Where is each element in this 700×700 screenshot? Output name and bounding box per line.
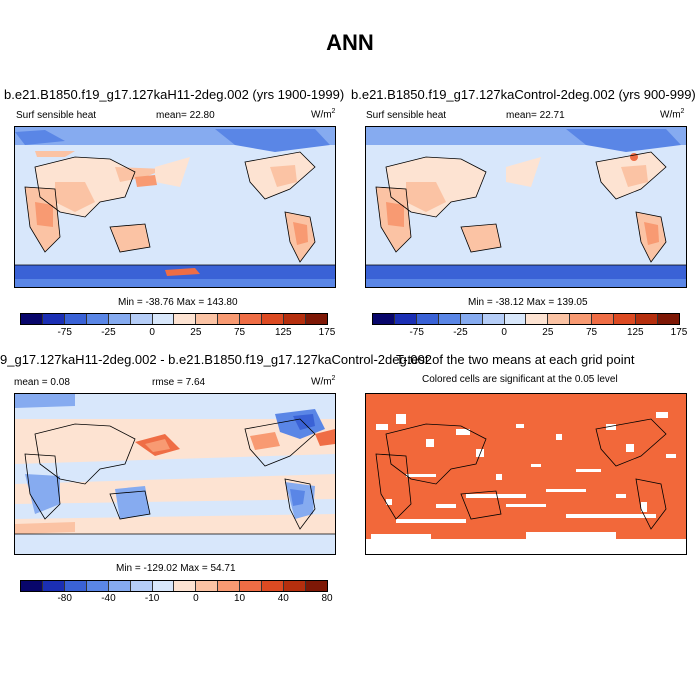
colorbar-segment: [152, 581, 175, 591]
colorbar-tick-label: 175: [318, 327, 336, 338]
colorbar-segment: [305, 581, 327, 591]
colorbar-tick-label: 25: [542, 327, 554, 338]
panel2-variable-label: Surf sensible heat: [366, 110, 447, 121]
colorbar-segment: [108, 314, 131, 324]
colorbar-segment: [548, 314, 571, 324]
colorbar-segment: [305, 314, 327, 324]
panel1-title: b.e21.B1850.f19_g17.127kaH11-2deg.002 (y…: [4, 87, 345, 102]
panel2-title: b.e21.B1850.f19_g17.127kaControl-2deg.00…: [351, 87, 696, 102]
colorbar-segment: [416, 314, 439, 324]
colorbar-tick-label: 10: [234, 593, 246, 604]
panel1-minmax: Min = -38.76 Max = 143.80: [118, 297, 238, 308]
colorbar-segment: [614, 314, 637, 324]
colorbar-segment: [570, 314, 593, 324]
colorbar-segment: [130, 314, 153, 324]
colorbar-segment: [174, 581, 197, 591]
panel3-minmax: Min = -129.02 Max = 54.71: [116, 563, 236, 574]
colorbar-segment: [460, 314, 483, 324]
panel1-mean-label: mean= 22.80: [156, 110, 215, 121]
colorbar-segment: [130, 581, 153, 591]
colorbar-tick-label: 0: [149, 327, 155, 338]
colorbar-segment: [240, 581, 263, 591]
colorbar-segment: [482, 314, 505, 324]
panel2-minmax: Min = -38.12 Max = 139.05: [468, 297, 588, 308]
colorbar-segment: [504, 314, 527, 324]
colorbar-tick-label: 25: [190, 327, 202, 338]
colorbar-segment: [526, 314, 549, 324]
panel2-map: [365, 126, 687, 288]
colorbar-segment: [240, 314, 263, 324]
panel2-map-svg: [366, 127, 686, 287]
panel1-map-svg: [15, 127, 335, 287]
panel4-subtitle: Colored cells are significant at the 0.0…: [422, 374, 618, 385]
colorbar-tick-label: -25: [453, 327, 468, 338]
panel2-mean-label: mean= 22.71: [506, 110, 565, 121]
panel3-mean-label: mean = 0.08: [14, 377, 70, 388]
colorbar-segment: [218, 314, 241, 324]
colorbar-segment: [86, 581, 109, 591]
colorbar-segment: [284, 314, 306, 324]
colorbar-segment: [657, 314, 679, 324]
panel1-map: [14, 126, 336, 288]
colorbar-segment: [86, 314, 109, 324]
colorbar-segment: [438, 314, 461, 324]
colorbar-segment: [21, 581, 43, 591]
page-title: ANN: [326, 30, 374, 55]
colorbar-segment: [284, 581, 306, 591]
colorbar-segment: [152, 314, 175, 324]
colorbar-segment: [21, 314, 43, 324]
colorbar-segment: [196, 314, 219, 324]
panel3-map: [14, 393, 336, 555]
colorbar-segment: [262, 314, 285, 324]
panel1-variable-label: Surf sensible heat: [16, 110, 97, 121]
colorbar-tick-label: -40: [101, 593, 116, 604]
colorbar-tick-label: -25: [101, 327, 116, 338]
panel3-units: W/m2: [311, 375, 336, 388]
panel1-colorbar: [20, 313, 328, 325]
colorbar-segment: [42, 581, 65, 591]
colorbar-tick-label: -75: [409, 327, 424, 338]
colorbar-segment: [394, 314, 417, 324]
colorbar-tick-label: 75: [586, 327, 598, 338]
panel3-map-svg: [15, 394, 335, 554]
colorbar-tick-label: 175: [670, 327, 688, 338]
panel2-units: W/m2: [660, 108, 685, 121]
colorbar-tick-label: 0: [193, 593, 199, 604]
colorbar-segment: [373, 314, 395, 324]
colorbar-tick-label: 125: [626, 327, 644, 338]
colorbar-tick-label: 125: [274, 327, 292, 338]
panel2-colorbar: [372, 313, 680, 325]
colorbar-tick-label: 40: [277, 593, 289, 604]
colorbar-segment: [64, 581, 87, 591]
colorbar-segment: [218, 581, 241, 591]
colorbar-tick-label: 75: [234, 327, 246, 338]
colorbar-segment: [108, 581, 131, 591]
panel3-rmse-label: rmse = 7.64: [152, 377, 206, 388]
colorbar-tick-label: -80: [57, 593, 72, 604]
colorbar-tick-label: 0: [501, 327, 507, 338]
colorbar-segment: [262, 581, 285, 591]
panel4-map: [365, 393, 687, 555]
panel4-title: T-test of the two means at each grid poi…: [396, 352, 635, 367]
colorbar-segment: [196, 581, 219, 591]
colorbar-segment: [174, 314, 197, 324]
colorbar-segment: [636, 314, 658, 324]
colorbar-segment: [42, 314, 65, 324]
colorbar-segment: [592, 314, 615, 324]
colorbar-segment: [64, 314, 87, 324]
colorbar-tick-label: -75: [57, 327, 72, 338]
panel1-units: W/m2: [311, 108, 336, 121]
panel3-title: 9_g17.127kaH11-2deg.002 - b.e21.B1850.f1…: [0, 352, 432, 367]
colorbar-tick-label: 80: [321, 593, 333, 604]
panel3-colorbar: [20, 580, 328, 592]
panel4-map-svg: [366, 394, 686, 554]
colorbar-tick-label: -10: [144, 593, 160, 604]
